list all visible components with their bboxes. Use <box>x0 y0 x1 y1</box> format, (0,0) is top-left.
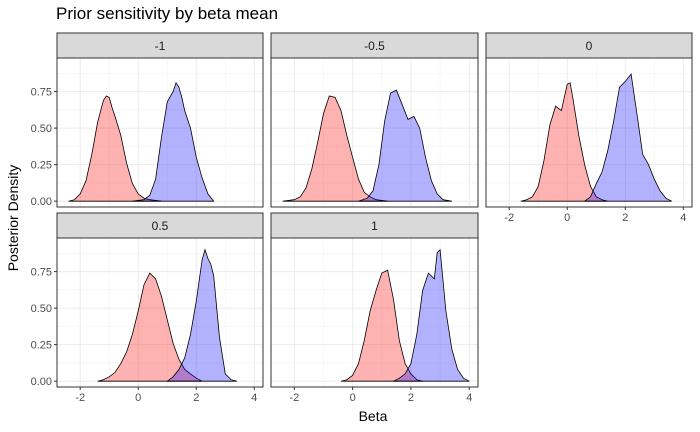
x-tick-label: 4 <box>466 392 472 404</box>
facet-strip-label: -0.5 <box>364 39 385 53</box>
x-tick-label: 4 <box>251 392 257 404</box>
y-tick-label: 0.25 <box>31 160 52 172</box>
x-tick-label: 0 <box>135 392 141 404</box>
x-tick-label: -2 <box>75 392 85 404</box>
facet-strip <box>56 212 264 239</box>
y-tick-label: 0.00 <box>31 196 52 208</box>
panel-background <box>271 238 478 387</box>
x-tick-label: 4 <box>680 212 686 224</box>
y-axis-title: Posterior Density <box>5 165 21 272</box>
x-tick-label: 2 <box>408 392 414 404</box>
facet-strip-label: 0.5 <box>152 219 169 233</box>
facet-strip <box>485 32 693 59</box>
y-tick-label: 0.75 <box>31 87 52 99</box>
density-area-blue <box>166 248 238 382</box>
facet-strip <box>270 32 479 59</box>
density-area-red <box>340 269 423 382</box>
panel-background <box>271 58 478 207</box>
density-area-blue <box>132 81 215 202</box>
panel-border <box>485 57 693 208</box>
x-axis-title: Beta <box>359 408 388 424</box>
panel-border <box>56 237 264 388</box>
y-tick-label: 0.25 <box>31 340 52 352</box>
density-area-red <box>282 95 388 202</box>
panel-background <box>57 58 263 207</box>
facet-strip-label: 0 <box>586 39 593 53</box>
density-area-blue <box>393 248 470 382</box>
panel-background <box>57 238 263 387</box>
x-tick-label: 2 <box>193 392 199 404</box>
y-tick-label: 0.00 <box>31 376 52 388</box>
y-tick-label: 0.75 <box>31 267 52 279</box>
x-tick-label: -2 <box>504 212 514 224</box>
facet-strip <box>270 212 479 239</box>
density-area-red <box>97 272 203 382</box>
x-tick-label: 0 <box>350 392 356 404</box>
y-tick-label: 0.50 <box>31 303 52 315</box>
panel-border <box>270 57 479 208</box>
facet-strip <box>56 32 264 59</box>
facet-strip-label: 1 <box>371 219 378 233</box>
x-tick-label: 0 <box>564 212 570 224</box>
x-tick-label: -2 <box>289 392 299 404</box>
x-tick-label: 2 <box>622 212 628 224</box>
density-area-red <box>68 95 162 202</box>
facet-strip-label: -1 <box>155 39 166 53</box>
panel-border <box>56 57 264 208</box>
density-area-blue <box>358 89 452 202</box>
density-area-red <box>520 82 609 202</box>
density-area-blue <box>583 73 672 202</box>
y-tick-label: 0.50 <box>31 123 52 135</box>
panel-border <box>270 237 479 388</box>
chart-title: Prior sensitivity by beta mean <box>56 4 279 23</box>
